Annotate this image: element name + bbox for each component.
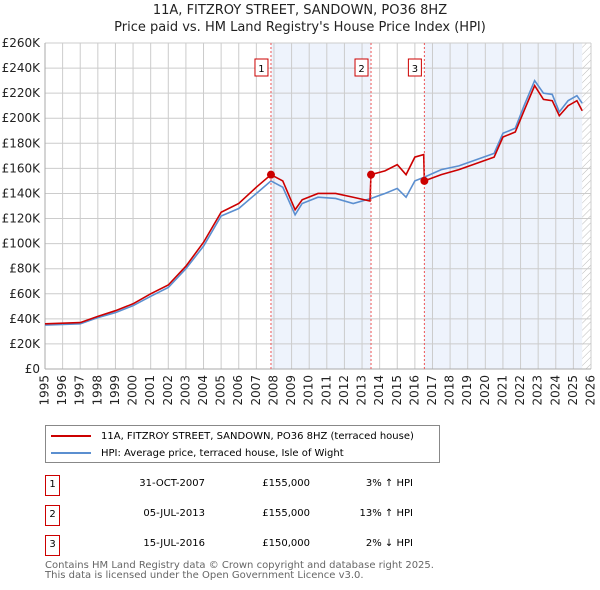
sale-badge — [354, 58, 369, 77]
sale-badge — [407, 58, 422, 77]
y-tick-label: £260K — [2, 36, 42, 50]
x-tick-label: 2020 — [478, 375, 492, 406]
y-tick-label: £200K — [2, 111, 42, 125]
y-tick-label: £140K — [2, 186, 42, 200]
chart: 1995 1996 1997 1998 1999 2000 2001 2002 2003 2004… — [2, 36, 598, 406]
x-tick-label: 2010 — [302, 375, 316, 406]
x-tick-label: 2008 — [266, 375, 280, 406]
sale-point — [367, 170, 376, 179]
x-tick-label: 2014 — [372, 375, 386, 406]
x-tick-label: 1997 — [73, 375, 87, 406]
y-tick-label: £40K — [9, 312, 41, 326]
sale-price: £155,000 — [262, 478, 310, 489]
sale-price: £150,000 — [262, 538, 310, 549]
x-tick-label: 2003 — [178, 375, 192, 406]
chart-subtitle: Price paid vs. HM Land Registry's House … — [114, 20, 486, 35]
sale-price: £155,000 — [262, 508, 310, 519]
sale-date: 15-JUL-2016 — [143, 538, 205, 549]
x-tick-label: 1995 — [38, 375, 52, 406]
x-tick-label: 2001 — [143, 375, 157, 406]
sale-row: 3 15-JUL-2016 £150,000 2% ↓ HPI — [45, 535, 465, 556]
x-tick-label: 2011 — [319, 375, 333, 406]
x-tick-label: 2025 — [566, 375, 580, 406]
hpi-line — [44, 78, 583, 326]
sale-hpi-diff: 2% ↓ HPI — [365, 538, 413, 549]
footer-line2: This data is licensed under the Open Gov… — [45, 570, 364, 581]
y-tick-label: £60K — [9, 287, 41, 301]
chart-title: 11A, FITZROY STREET, SANDOWN, PO36 8HZ — [152, 3, 448, 18]
x-tick-label: 2016 — [407, 375, 421, 406]
x-tick-label: 2022 — [513, 375, 527, 406]
legend-hpi-line — [51, 452, 91, 454]
x-tick-label: 2006 — [231, 375, 245, 406]
shaded-period — [270, 43, 372, 369]
property-price-line — [44, 83, 583, 325]
sale-row: 1 31-OCT-2007 £155,000 3% ↑ HPI — [45, 475, 465, 496]
x-tick-label: 2015 — [390, 375, 404, 406]
sale-date: 05-JUL-2013 — [143, 508, 205, 519]
x-tick-label: 1998 — [90, 375, 104, 406]
x-tick-label: 2009 — [284, 375, 298, 406]
sale-badge-label: 3 — [412, 64, 418, 75]
legend-property-line — [51, 435, 91, 437]
sale-row: 2 05-JUL-2013 £155,000 13% ↑ HPI — [45, 505, 465, 526]
footer-line1: Contains HM Land Registry data © Crown c… — [45, 560, 434, 571]
x-tick-label: 2017 — [425, 375, 439, 406]
y-tick-label: £80K — [9, 262, 41, 276]
footer: Contains HM Land Registry data © Crown c… — [45, 561, 434, 581]
y-tick-label: £160K — [2, 161, 42, 175]
legend: 11A, FITZROY STREET, SANDOWN, PO36 8HZ (… — [45, 425, 440, 463]
sale-badge — [254, 58, 269, 77]
y-tick-label: £220K — [2, 86, 42, 100]
x-tick-label: 2018 — [443, 375, 457, 406]
x-tick-label: 2002 — [161, 375, 175, 406]
x-tick-label: 2021 — [495, 375, 509, 406]
sale-badge-label: 2 — [358, 64, 364, 75]
y-tick-label: £120K — [2, 212, 42, 226]
x-tick-label: 2005 — [214, 375, 228, 406]
y-tick-label: £0 — [25, 362, 40, 376]
y-tick-label: £20K — [9, 337, 41, 351]
sale-row-badge: 1 — [45, 475, 60, 496]
x-tick-label: 2019 — [460, 375, 474, 406]
x-tick-label: 2024 — [548, 375, 562, 406]
x-tick-label: 2000 — [126, 375, 140, 406]
x-tick-label: 2013 — [355, 375, 369, 406]
x-tick-label: 2026 — [584, 375, 598, 406]
x-tick-label: 1999 — [108, 375, 122, 406]
legend-property-label: 11A, FITZROY STREET, SANDOWN, PO36 8HZ (… — [101, 430, 414, 442]
y-tick-label: £180K — [2, 136, 42, 150]
sale-badge-label: 1 — [258, 64, 264, 75]
sale-point — [420, 176, 429, 185]
forecast-hatch — [582, 43, 591, 369]
x-tick-label: 2012 — [337, 375, 351, 406]
sale-point — [266, 170, 275, 179]
y-tick-label: £100K — [2, 237, 42, 251]
sale-hpi-diff: 13% ↑ HPI — [359, 508, 413, 519]
sale-row-badge: 2 — [45, 505, 60, 526]
legend-hpi-label: HPI: Average price, terraced house, Isle… — [101, 447, 344, 459]
sale-hpi-diff: 3% ↑ HPI — [365, 478, 413, 489]
x-tick-label: 2023 — [531, 375, 545, 406]
sale-row-badge: 3 — [45, 535, 60, 556]
x-tick-label: 2004 — [196, 375, 210, 406]
y-tick-label: £240K — [2, 61, 42, 75]
x-tick-label: 1996 — [55, 375, 69, 406]
x-tick-label: 2007 — [249, 375, 263, 406]
sale-date: 31-OCT-2007 — [139, 478, 205, 489]
